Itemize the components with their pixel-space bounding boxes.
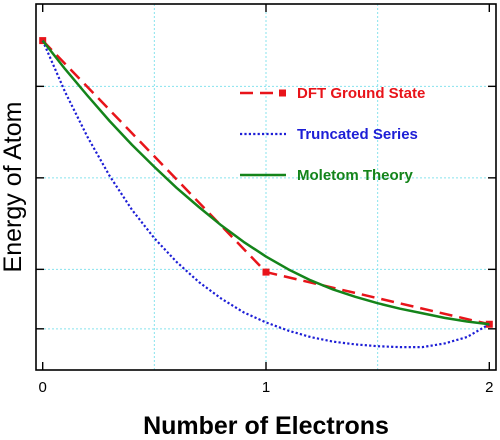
legend-label-2: Moletom Theory <box>297 167 413 184</box>
legend-marker <box>279 89 286 97</box>
y-axis-label: Energy of Atom <box>0 102 27 273</box>
x-axis-label: Number of Electrons <box>143 412 389 440</box>
tick-layer: 0 1 2 <box>36 4 496 396</box>
series-layer <box>39 37 493 349</box>
series-line-1 <box>41 40 490 349</box>
x-tick-label: 2 <box>485 379 493 396</box>
data-point <box>262 268 270 276</box>
x-tick-label: 1 <box>262 379 270 396</box>
legend-label-1: Truncated Series <box>297 126 418 143</box>
series-line-2 <box>41 39 490 326</box>
legend: DFT Ground State Truncated Series Moletom … <box>240 85 425 184</box>
legend-label-0: DFT Ground State <box>297 85 425 102</box>
x-tick-label: 0 <box>39 379 47 396</box>
